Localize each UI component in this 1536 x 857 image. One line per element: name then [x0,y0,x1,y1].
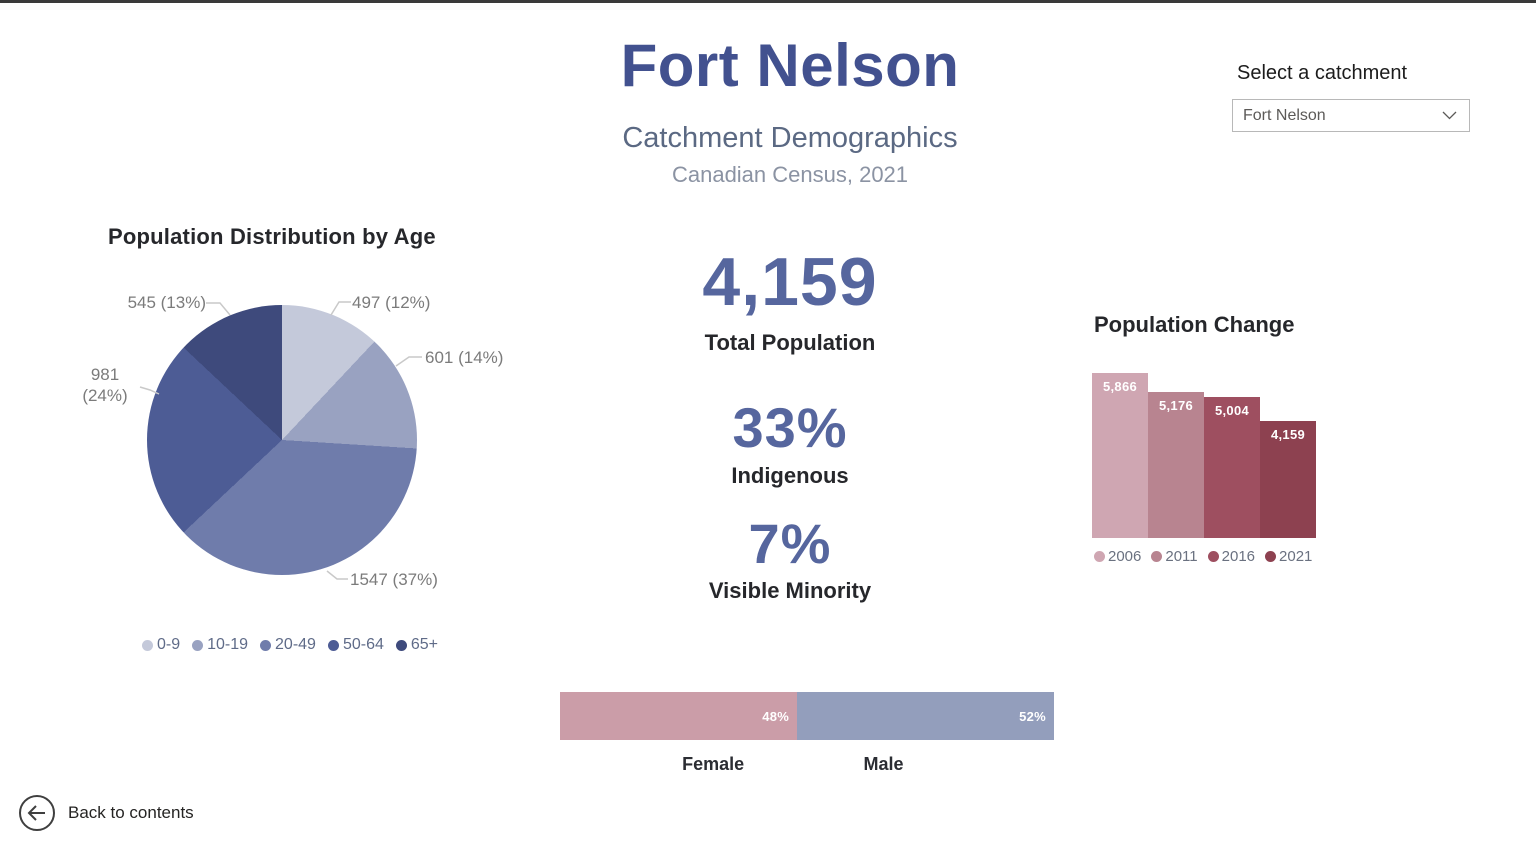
back-to-contents-button[interactable]: Back to contents [18,794,194,832]
legend-dot-icon [141,639,153,651]
legend-item-2021[interactable]: 2021 [1265,548,1312,565]
arrow-left-circle-icon [19,795,55,831]
pie-label-10-19: 601 (14%) [425,348,504,367]
population-change-title: Population Change [1094,312,1295,337]
gender-label-male: Male [863,754,904,774]
population-bar-2006[interactable]: 5,866 [1092,373,1148,538]
chevron-down-icon [1442,111,1457,120]
legend-label: 50-64 [342,636,384,653]
legend-dot-icon [1151,551,1163,562]
page-census-note: Canadian Census, 2021 [671,162,909,187]
gender-segment-male[interactable]: 52% [797,692,1054,740]
age-distribution-panel: Population Distribution by Age 497 (12%)… [60,222,540,662]
legend-item-2016[interactable]: 2016 [1207,548,1256,565]
bar-value-label: 5,176 [1158,398,1194,413]
gender-label-female: Female [682,754,745,774]
gender-segment-female[interactable]: 48% [560,692,798,740]
pie-label-65plus: 545 (13%) [127,293,206,312]
legend-label: 10-19 [207,636,249,653]
kpi-indigenous-value: 33% [732,396,848,459]
legend-dot-icon [327,639,339,651]
page-title: Fort Nelson [620,32,960,99]
population-bar-2011[interactable]: 5,176 [1148,392,1204,538]
population-change-legend: 2006 2011 2016 2021 [1094,548,1312,565]
catchment-selector-label: Select a catchment [1237,62,1408,84]
legend-item-0-9[interactable]: 0-9 [141,636,181,654]
kpi-visible-minority-label: Visible Minority [708,578,872,603]
legend-item-10-19[interactable]: 10-19 [192,636,248,654]
legend-dot-icon [395,639,407,651]
population-bar-2021[interactable]: 4,159 [1260,421,1316,538]
legend-item-50-64[interactable]: 50-64 [327,636,384,654]
legend-dot-icon [260,639,272,651]
legend-label: 2011 [1165,548,1198,565]
legend-item-2011[interactable]: 2011 [1151,548,1198,565]
legend-label: 2021 [1279,548,1313,565]
female-percent-label: 48% [762,708,790,724]
male-percent-label: 52% [1019,708,1046,724]
legend-label: 0-9 [156,636,181,653]
population-change-bars: 5,866 5,176 5,004 4,159 [1092,373,1316,538]
legend-label: 2016 [1221,548,1256,565]
legend-dot-icon [1207,551,1219,562]
kpi-indigenous-label: Indigenous [731,463,849,488]
pie-label-0-9: 497 (12%) [352,293,431,312]
page-subtitle: Catchment Demographics [622,122,958,154]
age-pie-chart[interactable] [147,305,417,575]
catchment-dropdown-value: Fort Nelson [1243,106,1326,124]
legend-label: 20-49 [275,636,316,653]
bar-value-label: 5,004 [1214,403,1250,418]
legend-item-65+[interactable]: 65+ [395,636,439,654]
back-to-contents-label: Back to contents [68,803,194,822]
legend-label: 65+ [410,636,439,653]
population-change-panel: Population Change 5,866 5,176 5,004 4,159 2… [1092,310,1342,580]
kpi-visible-minority-value: 7% [748,512,832,575]
legend-item-2006[interactable]: 2006 [1094,548,1141,565]
kpi-total-population-value: 4,159 [702,244,878,320]
legend-label: 2006 [1108,548,1142,565]
catchment-dropdown[interactable]: Fort Nelson [1232,99,1470,132]
pie-label-50-64: 981 (24%) [82,365,128,406]
legend-dot-icon [192,639,204,651]
kpi-total-population-label: Total Population [704,330,876,355]
pie-leader-lines [139,301,422,580]
pie-label-20-49: 1547 (37%) [350,570,438,589]
age-legend: 0-9 10-19 20-49 50-64 65+ [60,636,520,654]
top-strip [0,0,1536,3]
legend-item-20-49[interactable]: 20-49 [260,636,316,654]
gender-bar: 48% 52% [560,692,1054,740]
legend-dot-icon [1094,551,1105,562]
legend-dot-icon [1265,551,1277,562]
age-chart-title: Population Distribution by Age [108,224,436,249]
gender-panel: 48% 52% Female Male [560,692,1054,787]
bar-value-label: 5,866 [1102,379,1138,394]
bar-value-label: 4,159 [1270,427,1306,442]
population-bar-2016[interactable]: 5,004 [1204,397,1260,538]
